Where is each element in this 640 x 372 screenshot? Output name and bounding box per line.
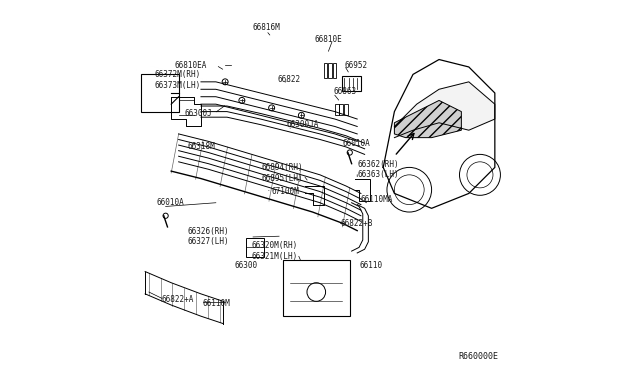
Text: 66300JA: 66300JA bbox=[287, 120, 319, 129]
Text: 66300J: 66300J bbox=[184, 109, 212, 118]
Text: 66362(RH)
66363(LH): 66362(RH) 66363(LH) bbox=[357, 160, 399, 179]
Text: 66822+B: 66822+B bbox=[340, 219, 373, 228]
Polygon shape bbox=[394, 100, 461, 138]
Text: 66863: 66863 bbox=[333, 87, 356, 96]
Text: 66320M(RH)
66321M(LH): 66320M(RH) 66321M(LH) bbox=[252, 241, 298, 261]
Text: 66822: 66822 bbox=[277, 76, 300, 84]
Text: 66110: 66110 bbox=[359, 262, 382, 270]
Text: 66822+A: 66822+A bbox=[162, 295, 195, 304]
Bar bbox=[342, 76, 361, 91]
Text: 66810EA: 66810EA bbox=[174, 61, 207, 70]
Bar bbox=[324, 63, 328, 78]
Text: 66110MA: 66110MA bbox=[361, 195, 394, 203]
Bar bbox=[283, 260, 349, 316]
Text: 66372M(RH)
66373M(LH): 66372M(RH) 66373M(LH) bbox=[154, 70, 201, 90]
Text: 66894(RH)
66895(LH): 66894(RH) 66895(LH) bbox=[262, 163, 303, 183]
Text: 66326(RH)
66327(LH): 66326(RH) 66327(LH) bbox=[188, 227, 229, 246]
Text: 66110M: 66110M bbox=[203, 299, 230, 308]
Text: 66810E: 66810E bbox=[314, 35, 342, 44]
Bar bbox=[333, 63, 337, 78]
Text: 66300: 66300 bbox=[234, 262, 257, 270]
Text: R660000E: R660000E bbox=[458, 352, 499, 361]
Bar bbox=[339, 104, 343, 115]
Text: 66952: 66952 bbox=[344, 61, 367, 70]
Text: 66010A: 66010A bbox=[342, 139, 370, 148]
Bar bbox=[344, 104, 348, 115]
Bar bbox=[335, 104, 339, 115]
Bar bbox=[328, 63, 332, 78]
Text: 66816M: 66816M bbox=[252, 23, 280, 32]
Text: 66318M: 66318M bbox=[188, 142, 216, 151]
Polygon shape bbox=[394, 82, 495, 138]
Text: 66010A: 66010A bbox=[156, 198, 184, 207]
Bar bbox=[246, 238, 264, 257]
Bar bbox=[141, 74, 179, 112]
Text: 67100M: 67100M bbox=[271, 187, 300, 196]
